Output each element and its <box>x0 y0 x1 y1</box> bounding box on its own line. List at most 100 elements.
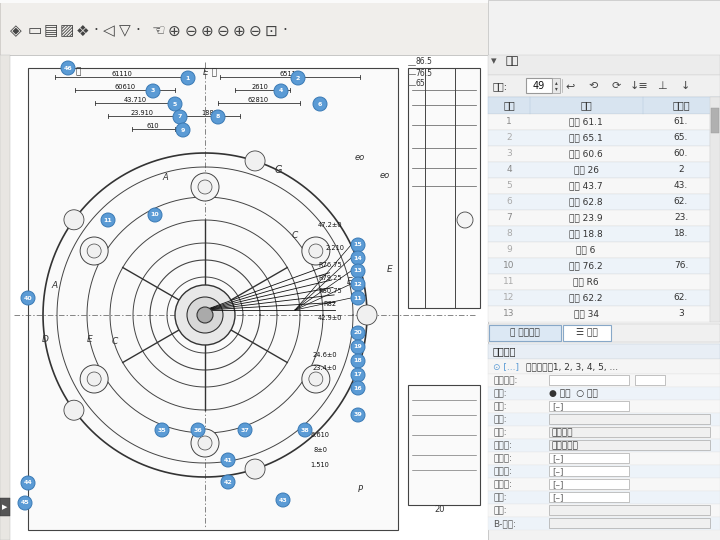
Circle shape <box>87 372 101 386</box>
Circle shape <box>61 61 75 75</box>
Text: 选择的特征1, 2, 3, 4, 5, ...: 选择的特征1, 2, 3, 4, 5, ... <box>526 362 618 371</box>
Text: 2: 2 <box>506 133 512 143</box>
Text: 65110: 65110 <box>279 71 300 77</box>
Bar <box>488 504 720 517</box>
Bar <box>0 498 10 516</box>
Bar <box>488 146 710 162</box>
Circle shape <box>191 429 219 457</box>
Text: [–]: [–] <box>552 493 564 502</box>
Text: 39: 39 <box>354 413 362 417</box>
Text: 20: 20 <box>435 505 445 515</box>
Text: 长度 62.2: 长度 62.2 <box>570 294 603 302</box>
Circle shape <box>309 244 323 258</box>
Bar <box>488 97 720 114</box>
Bar <box>488 258 710 274</box>
Bar <box>549 505 710 515</box>
Text: E 前: E 前 <box>203 68 217 77</box>
Bar <box>711 108 719 133</box>
Bar <box>488 194 710 210</box>
Circle shape <box>198 180 212 194</box>
Text: 23.: 23. <box>674 213 688 222</box>
Bar <box>488 130 710 146</box>
Bar <box>635 375 665 385</box>
Circle shape <box>309 372 323 386</box>
Circle shape <box>155 423 169 437</box>
Bar <box>488 55 720 75</box>
Bar <box>489 325 561 341</box>
Circle shape <box>187 297 223 333</box>
Text: ⊖: ⊖ <box>217 24 230 38</box>
Text: 6: 6 <box>318 102 322 106</box>
Bar <box>408 68 480 308</box>
Text: E: E <box>87 335 93 345</box>
Circle shape <box>351 326 365 340</box>
Text: 2: 2 <box>296 76 300 80</box>
Text: 12: 12 <box>503 294 515 302</box>
Bar <box>488 324 720 342</box>
Text: 16: 16 <box>354 386 362 390</box>
Text: 长度 60.6: 长度 60.6 <box>569 150 603 159</box>
Circle shape <box>238 423 252 437</box>
Bar <box>0 55 10 540</box>
Circle shape <box>351 277 365 291</box>
Text: 9: 9 <box>506 246 512 254</box>
Bar <box>549 479 629 489</box>
Bar <box>563 325 611 341</box>
Circle shape <box>191 423 205 437</box>
Text: 24.6±0: 24.6±0 <box>312 352 337 358</box>
Text: ·: · <box>282 24 287 38</box>
Circle shape <box>291 71 305 85</box>
Text: ⊖: ⊖ <box>185 24 198 38</box>
Text: 下公差:: 下公差: <box>493 480 512 489</box>
Text: 44: 44 <box>24 481 32 485</box>
Text: eo: eo <box>355 153 365 163</box>
Text: 1: 1 <box>506 118 512 126</box>
Text: 7: 7 <box>178 114 182 119</box>
Text: 23.910: 23.910 <box>130 110 153 116</box>
Text: 匹配:: 匹配: <box>493 493 507 502</box>
Text: 长度 23.9: 长度 23.9 <box>570 213 603 222</box>
Text: 名义値: 名义値 <box>672 100 690 110</box>
Circle shape <box>87 244 101 258</box>
Text: 长度 18.8: 长度 18.8 <box>569 230 603 239</box>
Text: 标题: 标题 <box>580 100 592 110</box>
Text: ⊕: ⊕ <box>168 24 181 38</box>
Text: ❖: ❖ <box>76 24 89 38</box>
Circle shape <box>351 381 365 395</box>
Text: 通用特性: 通用特性 <box>552 428 574 437</box>
Text: 8±0: 8±0 <box>313 447 327 453</box>
Text: 注释标:: 注释标: <box>493 441 512 450</box>
Text: 18: 18 <box>354 359 362 363</box>
Circle shape <box>221 475 235 489</box>
Bar <box>549 427 710 437</box>
Circle shape <box>245 151 265 171</box>
Text: eo: eo <box>380 171 390 179</box>
Text: 5: 5 <box>173 102 177 106</box>
Circle shape <box>64 400 84 420</box>
Text: 12: 12 <box>354 281 362 287</box>
Text: [–]: [–] <box>552 454 564 463</box>
Text: 8: 8 <box>506 230 512 239</box>
Text: 长度 6: 长度 6 <box>576 246 595 254</box>
Bar <box>28 68 398 530</box>
Text: ⊡: ⊡ <box>265 24 278 38</box>
Text: R79.25: R79.25 <box>318 275 342 281</box>
Text: 6.610: 6.610 <box>310 432 330 438</box>
Text: 47.2±0: 47.2±0 <box>318 222 342 228</box>
Text: ↓≡: ↓≡ <box>629 81 649 91</box>
Circle shape <box>351 238 365 252</box>
Circle shape <box>351 354 365 368</box>
Circle shape <box>197 307 213 323</box>
Text: E: E <box>387 266 393 274</box>
Text: R82: R82 <box>323 301 336 307</box>
Circle shape <box>101 213 115 227</box>
Text: 14: 14 <box>354 255 362 260</box>
Text: 40: 40 <box>24 295 32 300</box>
Text: 4: 4 <box>279 89 283 93</box>
Bar <box>488 413 720 426</box>
Text: 43.: 43. <box>674 181 688 191</box>
Bar <box>488 452 720 465</box>
Text: 86.5: 86.5 <box>415 57 432 66</box>
Bar <box>488 162 710 178</box>
Text: 49: 49 <box>533 81 545 91</box>
